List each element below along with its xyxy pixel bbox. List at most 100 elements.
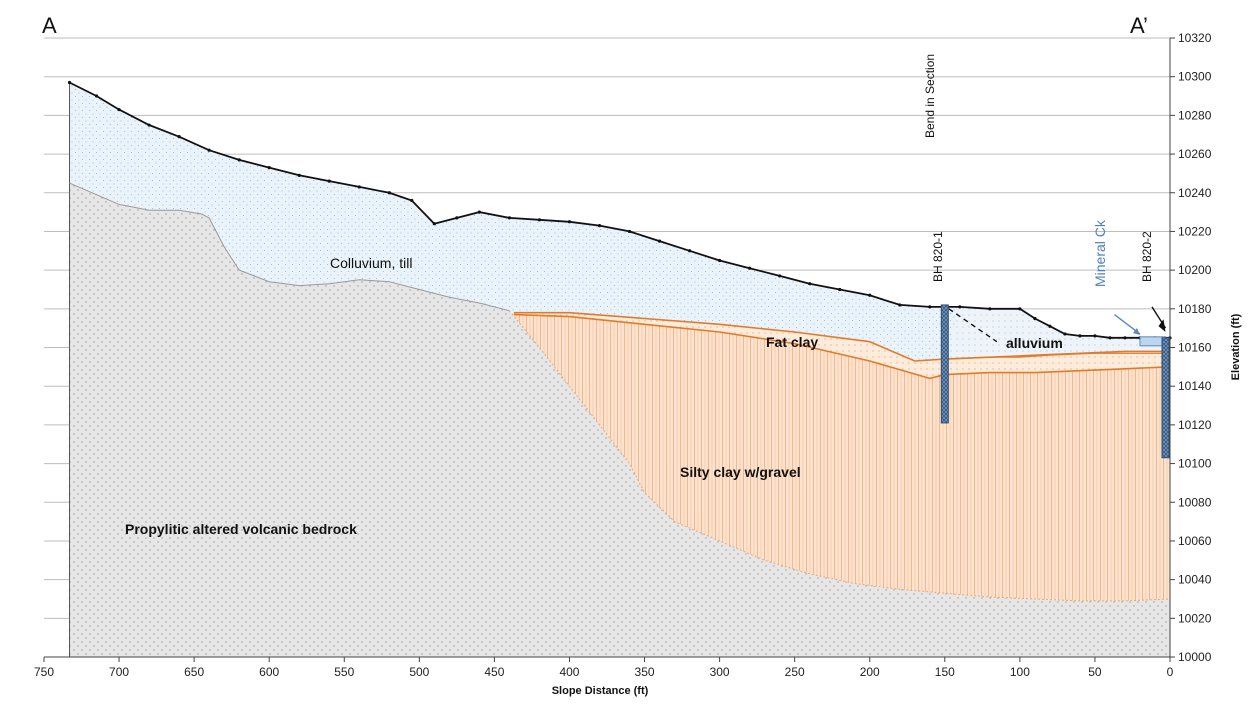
creek-name-part: Mineral xyxy=(1092,241,1108,287)
ground-survey-point xyxy=(657,239,662,243)
x-tick-label: 450 xyxy=(484,665,504,679)
y-tick-label: 10320 xyxy=(1178,31,1212,45)
x-tick-label: 750 xyxy=(34,665,54,679)
x-tick-label: 250 xyxy=(785,665,805,679)
bedrock-unit xyxy=(69,183,1170,657)
y-tick-label: 10020 xyxy=(1178,611,1212,625)
ground-survey-point xyxy=(1108,336,1112,340)
geologic-units xyxy=(69,82,1170,657)
y-tick-label: 10200 xyxy=(1178,263,1212,277)
bh2-leader-arrow xyxy=(1158,319,1166,333)
ground-survey-point xyxy=(597,224,602,228)
ground-survey-point xyxy=(207,148,211,152)
y-tick-label: 10160 xyxy=(1178,341,1212,355)
ground-surface-line xyxy=(69,81,1170,339)
bend-in-section-label: Bend in Section xyxy=(923,54,937,138)
x-tick-label: 150 xyxy=(935,665,955,679)
ground-survey-point xyxy=(67,80,72,85)
ground-survey-point xyxy=(537,218,542,222)
ground-survey-point xyxy=(237,158,241,162)
x-tick-label: 350 xyxy=(635,665,655,679)
x-tick-label: 50 xyxy=(1088,665,1102,679)
x-tick-label: 200 xyxy=(860,665,880,679)
borehole-1 xyxy=(940,304,949,424)
ground-survey-point xyxy=(778,274,782,278)
ground-survey-point xyxy=(177,135,181,139)
y-tick-label: 10240 xyxy=(1178,186,1212,200)
ground-survey-point xyxy=(1123,336,1127,340)
ground-survey-point xyxy=(477,210,481,214)
y-tick-label: 10040 xyxy=(1178,573,1212,587)
ground-survey-point xyxy=(748,266,752,270)
bh-820-2-label: BH 820-2 xyxy=(1140,231,1154,282)
fat-clay-base-line xyxy=(513,313,1171,380)
section-start-label: A xyxy=(42,13,57,38)
silty-clay-unit xyxy=(509,310,1170,601)
y-tick-label: 10180 xyxy=(1178,302,1212,316)
fat-clay-unit xyxy=(513,312,1170,379)
x-tick-label: 500 xyxy=(409,665,429,679)
x-tick-label: 0 xyxy=(1167,665,1174,679)
clay-base-contact-line xyxy=(509,310,1171,602)
ground-survey-point xyxy=(507,216,512,220)
alluvium-leader-line xyxy=(948,308,998,343)
x-tick-label: 650 xyxy=(184,665,204,679)
creek-leader-arrow xyxy=(1132,327,1140,335)
y-tick-label: 10140 xyxy=(1178,379,1212,393)
y-tick-label: 10300 xyxy=(1178,70,1212,84)
ground-survey-point xyxy=(808,282,812,286)
axes: 750 700 650 600 550 500 450 400 350 300 250 200 150 1… xyxy=(34,31,1212,679)
bedrock-label: Propylitic altered volcanic bedrock xyxy=(125,521,357,537)
x-axis-title: Slope Distance (ft) xyxy=(552,685,649,697)
y-tick-label: 10120 xyxy=(1178,418,1212,432)
y-tick-label: 10220 xyxy=(1178,224,1212,238)
section-end-label: A’ xyxy=(1130,13,1148,38)
ground-survey-point xyxy=(687,249,692,253)
y-tick-label: 10060 xyxy=(1178,534,1212,548)
ground-survey-point xyxy=(387,191,391,195)
fat-clay-top-line xyxy=(513,311,1170,362)
ground-survey-point xyxy=(1078,334,1082,338)
ground-survey-point xyxy=(297,173,301,177)
ground-survey-point xyxy=(1033,316,1037,321)
y-tick-label: 10280 xyxy=(1178,108,1212,122)
ground-survey-point xyxy=(718,258,722,263)
ground-survey-point xyxy=(627,229,632,234)
bedrock-contact-line xyxy=(69,182,510,312)
ground-survey-point xyxy=(147,123,151,127)
ground-survey-point xyxy=(410,198,414,203)
ground-survey-point xyxy=(898,303,902,307)
alluvium-label: alluvium xyxy=(1006,335,1063,351)
colluvium-label: Colluvium, till xyxy=(330,255,412,271)
y-tick-label: 10000 xyxy=(1178,650,1212,664)
x-tick-label: 700 xyxy=(109,665,129,679)
alluvium-unit xyxy=(944,306,1170,360)
boreholes xyxy=(940,304,1170,459)
ground-survey-point xyxy=(327,179,331,183)
ground-survey-point xyxy=(94,94,99,98)
x-tick-label: 550 xyxy=(334,665,354,679)
y-tick-label: 10260 xyxy=(1178,147,1212,161)
ground-survey-point xyxy=(1093,334,1097,338)
ground-survey-point xyxy=(958,305,962,309)
x-tick-label: 100 xyxy=(1010,665,1030,679)
y-tick-label: 10100 xyxy=(1178,457,1212,471)
creek-type-part: Ck xyxy=(1092,219,1108,241)
ground-survey-point xyxy=(928,305,932,309)
fat-clay-label: Fat clay xyxy=(766,334,818,350)
ground-survey-point xyxy=(868,293,872,297)
ground-survey-point xyxy=(1048,324,1052,328)
x-tick-label: 400 xyxy=(559,665,579,679)
x-tick-label: 600 xyxy=(259,665,279,679)
ground-survey-point xyxy=(117,107,121,112)
ground-survey-point xyxy=(1018,307,1022,311)
ground-survey-point xyxy=(567,220,572,224)
ground-survey-point xyxy=(357,185,361,189)
x-tick-label: 300 xyxy=(710,665,730,679)
ground-survey-point xyxy=(432,222,436,226)
ground-survey-point xyxy=(838,287,842,292)
y-axis-title: Elevation (ft) xyxy=(1230,313,1242,380)
ground-survey-point xyxy=(988,307,992,311)
contact-lines xyxy=(67,80,1172,657)
